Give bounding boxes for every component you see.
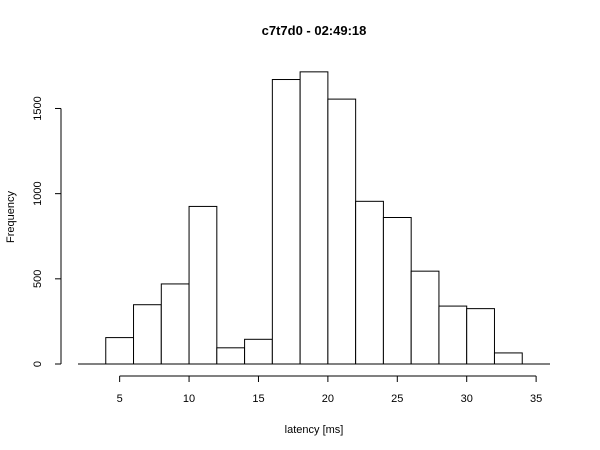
bars-group (78, 71, 550, 365)
histogram-bar (160, 283, 190, 365)
y-axis: 0 500 1000 1500 (32, 96, 62, 367)
x-tick-label: 35 (530, 393, 542, 405)
y-axis-label: Frequency (5, 191, 17, 243)
chart-title: c7t7d0 - 02:49:18 (262, 23, 367, 38)
y-tick-label: 1000 (32, 181, 44, 205)
histogram-bar (299, 71, 329, 365)
x-tick-label: 15 (252, 393, 264, 405)
histogram-bar (493, 352, 523, 365)
x-tick-label: 25 (391, 393, 403, 405)
histogram-bar (466, 308, 495, 365)
histogram-bar (271, 79, 301, 365)
x-tick-label: 30 (461, 393, 473, 405)
y-tick-label: 0 (32, 361, 44, 367)
x-axis-label: latency [ms] (285, 424, 344, 436)
y-tick-label: 1500 (32, 96, 44, 120)
y-tick-label: 500 (32, 270, 44, 288)
histogram-bar (216, 347, 246, 365)
histogram-bar (438, 305, 468, 365)
histogram-bar (188, 205, 218, 365)
histogram-bar (355, 200, 384, 365)
histogram-bar (327, 98, 357, 365)
x-tick-label: 10 (183, 393, 195, 405)
x-axis: 5 10 15 20 25 30 35 (117, 375, 542, 405)
x-tick-label: 5 (117, 393, 123, 405)
histogram-bar (410, 270, 440, 365)
histogram-bar (244, 338, 273, 365)
histogram-bar (133, 304, 162, 365)
histogram-bar (105, 337, 135, 365)
x-tick-label: 20 (322, 393, 334, 405)
histogram-bar (382, 217, 412, 365)
